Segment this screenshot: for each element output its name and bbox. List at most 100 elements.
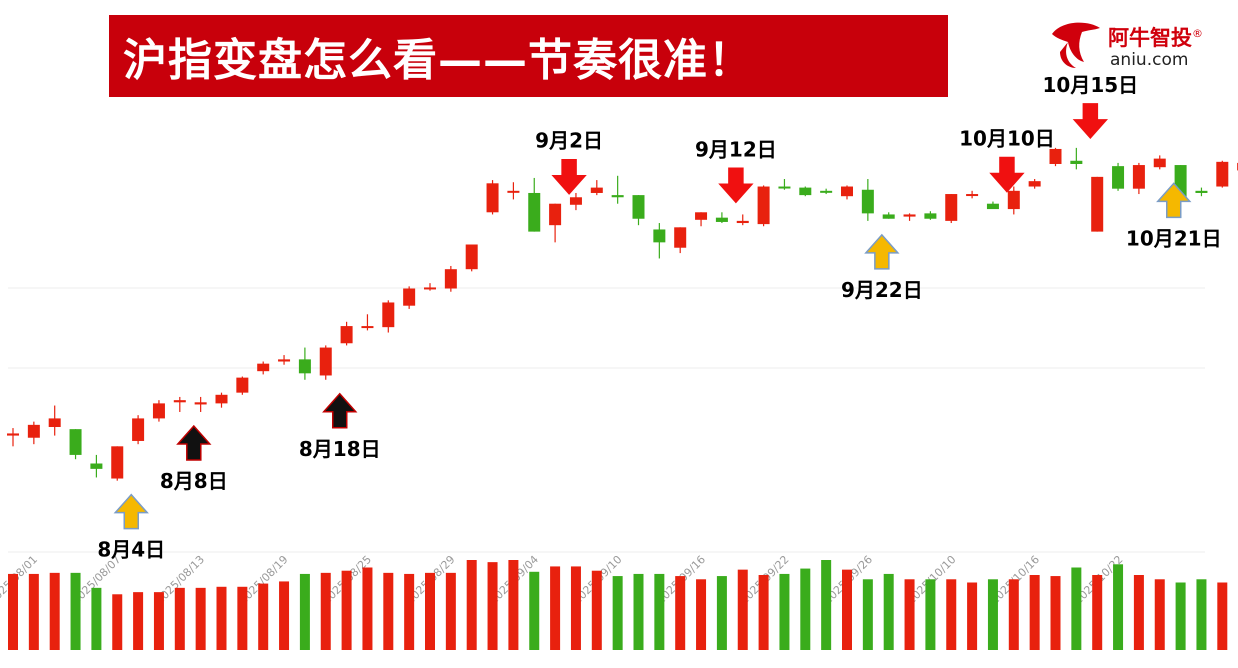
volume-bar bbox=[529, 571, 540, 650]
candle-body bbox=[1049, 148, 1062, 164]
volume-bar bbox=[716, 576, 727, 650]
brand-url: aniu.com bbox=[1110, 50, 1189, 70]
volume-bar bbox=[49, 572, 60, 650]
candle-body bbox=[486, 183, 499, 213]
candle-body bbox=[1216, 161, 1229, 187]
annotation-label: 9月2日 bbox=[535, 129, 603, 153]
annotation-label: 10月15日 bbox=[1043, 73, 1139, 97]
volume-bar bbox=[862, 579, 873, 650]
volume-bar bbox=[320, 572, 331, 650]
candle-body bbox=[111, 446, 124, 479]
annotation-label: 8月4日 bbox=[97, 538, 165, 562]
candle-body bbox=[465, 244, 478, 270]
candle-body bbox=[444, 269, 457, 289]
annotation-label: 8月18日 bbox=[299, 437, 381, 461]
candle-body bbox=[736, 220, 749, 224]
candle-body bbox=[403, 288, 416, 306]
annotation-label: 8月8日 bbox=[160, 469, 228, 493]
volume-bar bbox=[258, 583, 269, 650]
volume-bar bbox=[112, 594, 123, 650]
volume-bar bbox=[174, 587, 185, 650]
candle-body bbox=[841, 186, 853, 197]
candle-body bbox=[778, 186, 791, 189]
volume-bar bbox=[1050, 576, 1061, 650]
volume-bar bbox=[383, 572, 394, 650]
annotation-arrow bbox=[989, 156, 1025, 193]
annotation-arrow bbox=[113, 493, 149, 530]
candle-body bbox=[27, 424, 40, 438]
annotation-arrow bbox=[1156, 182, 1192, 219]
volume-bar bbox=[279, 581, 290, 650]
candle-body bbox=[340, 326, 353, 344]
candle-body bbox=[1195, 190, 1208, 193]
volume-bar bbox=[883, 573, 894, 650]
annotation-label: 9月22日 bbox=[841, 278, 923, 302]
volume-bar bbox=[1008, 579, 1019, 650]
annotation-arrow bbox=[551, 158, 587, 195]
volume-bar bbox=[904, 579, 915, 650]
volume-bar bbox=[341, 570, 352, 650]
volume-bar bbox=[1113, 564, 1124, 650]
candle-body bbox=[590, 187, 603, 193]
volume-bar bbox=[967, 582, 978, 650]
candle-body bbox=[799, 187, 812, 196]
annotation-label: 9月12日 bbox=[695, 137, 777, 161]
candle-body bbox=[715, 217, 728, 222]
volume-bar bbox=[70, 572, 81, 650]
candle-body bbox=[1132, 165, 1145, 189]
volume-bar bbox=[654, 573, 665, 650]
volume-bar bbox=[1071, 567, 1082, 650]
volume-bar bbox=[570, 566, 581, 650]
annotation-label: 10月10日 bbox=[959, 127, 1055, 151]
candle-body bbox=[966, 194, 979, 197]
volume-bar bbox=[1092, 575, 1103, 650]
volume-bar bbox=[1154, 579, 1165, 650]
candle-body bbox=[945, 194, 958, 221]
candle-body bbox=[48, 418, 61, 427]
volume-bar bbox=[153, 592, 164, 650]
candle-body bbox=[424, 287, 436, 290]
volume-bar bbox=[425, 572, 435, 650]
candle-body bbox=[298, 359, 311, 374]
volume-bar bbox=[487, 562, 498, 650]
volume-bar bbox=[633, 573, 644, 650]
candle-body bbox=[695, 212, 708, 220]
volume-bar bbox=[946, 579, 957, 650]
volume-bar bbox=[696, 579, 707, 650]
volume-bar bbox=[466, 560, 477, 650]
volume-bar bbox=[800, 568, 811, 650]
volume-bar bbox=[8, 573, 18, 650]
volume-bar bbox=[821, 560, 832, 650]
candle-body bbox=[632, 195, 645, 219]
brand-name: 阿牛智投® bbox=[1108, 26, 1203, 50]
annotation-arrow bbox=[176, 424, 212, 461]
volume-bar bbox=[299, 573, 310, 650]
candle-body bbox=[611, 195, 624, 198]
candle-body bbox=[278, 359, 291, 362]
brand-logo: 阿牛智投® aniu.com bbox=[1048, 18, 1228, 78]
candle-body bbox=[7, 433, 19, 436]
candle-body bbox=[549, 203, 562, 226]
volume-bar bbox=[362, 567, 373, 650]
volume-bar bbox=[987, 579, 998, 650]
volume-bar bbox=[675, 576, 686, 650]
candle-body bbox=[319, 347, 332, 376]
volume-bar bbox=[1175, 582, 1186, 650]
candle-body bbox=[986, 203, 999, 210]
candle-body bbox=[1070, 160, 1083, 164]
candle-body bbox=[924, 213, 937, 219]
volume-bar bbox=[737, 569, 748, 650]
candle-body bbox=[1091, 176, 1104, 232]
annotation-arrow bbox=[1072, 103, 1109, 140]
volume-bar bbox=[28, 573, 39, 650]
candle-body bbox=[194, 402, 207, 405]
volume-bar bbox=[195, 587, 206, 650]
volume-bar bbox=[842, 569, 852, 650]
candle-body bbox=[132, 418, 145, 441]
candle-body bbox=[674, 227, 687, 248]
candle-body bbox=[361, 326, 374, 329]
candle-body bbox=[1153, 158, 1166, 168]
candle-body bbox=[1028, 181, 1041, 187]
title-banner: 沪指变盘怎么看——节奏很准！ bbox=[109, 15, 948, 97]
